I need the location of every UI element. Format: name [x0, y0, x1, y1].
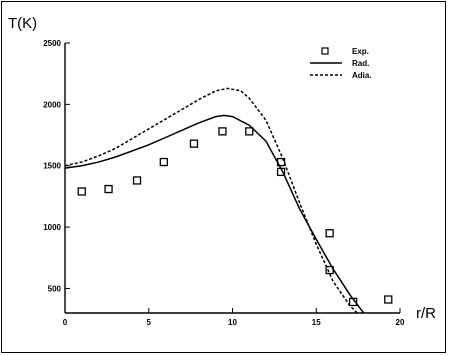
- y-tick-label: 2500: [43, 39, 61, 48]
- y-axis-title: T(K): [8, 15, 37, 32]
- legend-marker: [321, 47, 329, 55]
- x-tick-label: 15: [312, 318, 321, 327]
- x-axis-title: r/R: [416, 305, 436, 322]
- x-tick-label: 10: [228, 318, 237, 327]
- data-point: [189, 139, 199, 148]
- figure-frame: [1, 1, 446, 353]
- data-point: [325, 229, 334, 238]
- y-tick-label: 1000: [43, 223, 61, 232]
- legend-label: Rad.: [352, 59, 369, 68]
- y-tick-label: 2000: [43, 100, 61, 109]
- data-point: [159, 157, 168, 167]
- legend: Exp. Rad. Adia.: [310, 47, 372, 80]
- y-tick-label: 500: [48, 284, 62, 293]
- series-layer: [65, 87, 393, 313]
- series-adia-line: [65, 87, 359, 313]
- data-point: [132, 176, 142, 185]
- y-tick-label: 1500: [43, 162, 61, 171]
- data-point: [218, 127, 227, 136]
- data-point: [104, 184, 113, 194]
- series-rad-line: [65, 114, 365, 313]
- series-exp-markers: [77, 127, 393, 307]
- legend-label: Exp.: [352, 47, 369, 56]
- data-point: [77, 187, 86, 196]
- data-point: [384, 295, 393, 304]
- x-tick-label: 0: [63, 318, 68, 327]
- legend-label: Adia.: [352, 71, 372, 80]
- x-tick-label: 5: [147, 318, 152, 327]
- axes: 500 1000 1500 2000 2500 0 5 10 15 20: [43, 39, 405, 327]
- x-tick-label: 20: [396, 318, 405, 327]
- data-point: [245, 127, 254, 136]
